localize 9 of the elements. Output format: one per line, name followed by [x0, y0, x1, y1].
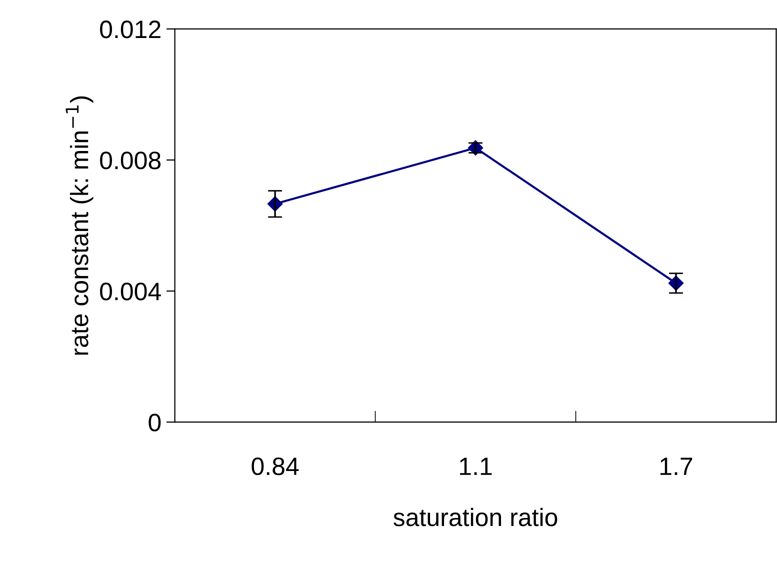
x-tick-label: 0.84 — [252, 457, 299, 476]
y-axis-title: rate constant (k: min$^{−1}$) — [66, 96, 94, 355]
y-tick-label: 0 — [148, 414, 161, 432]
x-tick-label: 1.7 — [660, 458, 692, 475]
x-tick-label: 1.1 — [460, 458, 492, 475]
y-tick-label: 0.004 — [100, 282, 161, 300]
y-tick-label: 0.008 — [100, 152, 161, 170]
y-tick-label: 0.012 — [100, 20, 160, 38]
x-axis-title: saturation ratio — [394, 508, 558, 526]
